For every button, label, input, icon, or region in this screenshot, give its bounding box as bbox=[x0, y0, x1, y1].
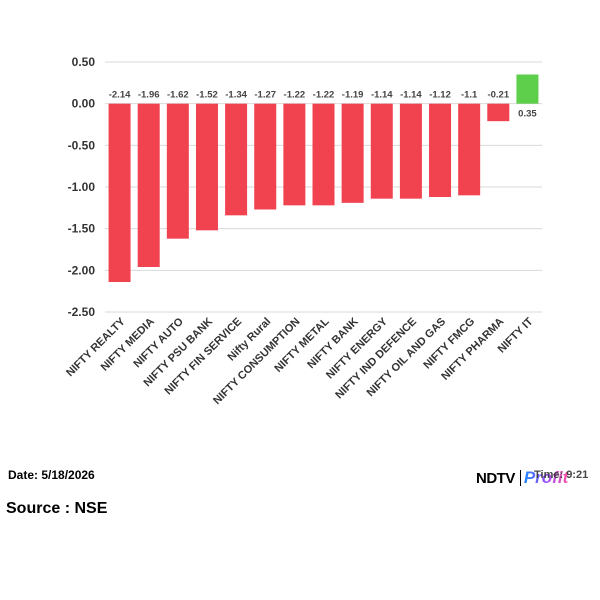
data-label: -1.1 bbox=[461, 90, 478, 101]
data-label: -1.62 bbox=[167, 90, 189, 101]
time-label: Time: 9:21 bbox=[534, 469, 589, 481]
y-tick-label: -0.50 bbox=[68, 138, 96, 152]
ndtv-profit-logo: NDTV Profit bbox=[476, 466, 568, 490]
bar bbox=[195, 103, 218, 231]
data-label: -1.34 bbox=[225, 90, 247, 101]
bar bbox=[487, 103, 510, 122]
source-label: Source : NSE bbox=[6, 500, 108, 517]
data-label: -0.21 bbox=[487, 90, 509, 101]
bar bbox=[225, 103, 248, 216]
bar bbox=[516, 74, 539, 104]
y-tick-label: 0.50 bbox=[72, 55, 96, 69]
bar-chart: 0.500.00-0.50-1.00-1.50-2.00-2.50-2.14NI… bbox=[64, 55, 542, 407]
bar bbox=[312, 103, 335, 206]
bar bbox=[341, 103, 364, 203]
bar bbox=[108, 103, 131, 283]
data-label: 0.35 bbox=[518, 109, 537, 120]
y-tick-label: -2.50 bbox=[68, 305, 96, 319]
data-label: -1.14 bbox=[371, 90, 393, 101]
data-label: -1.22 bbox=[284, 90, 306, 101]
logo-divider bbox=[519, 470, 521, 486]
bar bbox=[137, 103, 160, 268]
y-tick-label: -2.00 bbox=[68, 263, 96, 277]
data-label: -1.52 bbox=[196, 90, 218, 101]
data-label: -1.27 bbox=[254, 90, 276, 101]
date-label: Date: 5/18/2026 bbox=[8, 468, 95, 482]
logo-brand: NDTV bbox=[476, 469, 515, 487]
bar bbox=[283, 103, 306, 206]
data-label: -1.96 bbox=[138, 90, 160, 101]
y-tick-label: 0.00 bbox=[72, 97, 96, 111]
y-tick-label: -1.00 bbox=[68, 180, 96, 194]
bar bbox=[370, 103, 393, 199]
data-label: -1.19 bbox=[342, 90, 364, 101]
logo-product: Profit bbox=[523, 468, 569, 487]
data-label: -1.12 bbox=[429, 90, 451, 101]
data-label: -2.14 bbox=[109, 90, 131, 101]
bar bbox=[254, 103, 277, 210]
data-label: -1.14 bbox=[400, 90, 422, 101]
y-tick-label: -1.50 bbox=[68, 222, 96, 236]
bar bbox=[429, 103, 452, 197]
data-label: -1.22 bbox=[313, 90, 335, 101]
bar bbox=[458, 103, 481, 196]
bar bbox=[166, 103, 189, 239]
bar bbox=[399, 103, 422, 199]
